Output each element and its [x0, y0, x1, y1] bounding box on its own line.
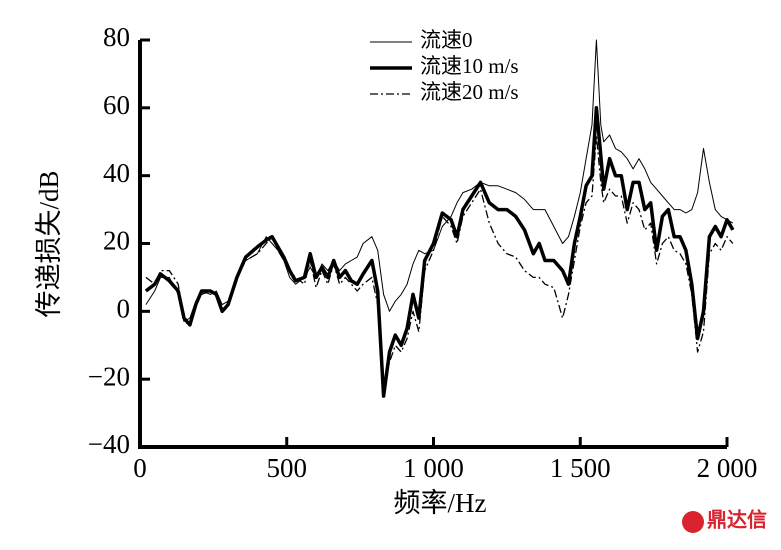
x-tick-label: 1 500 [550, 453, 611, 483]
x-tick-label: 500 [267, 453, 308, 483]
y-tick-label: 20 [103, 226, 130, 256]
x-tick-label: 0 [133, 453, 147, 483]
x-tick-label: 2 000 [697, 453, 758, 483]
x-axis-label: 频率/Hz [394, 488, 487, 518]
series-line [144, 106, 735, 398]
legend-label: 流速0 [420, 28, 473, 52]
legend-label: 流速10 m/s [420, 54, 519, 78]
y-axis-label: 传递损失/dB [34, 170, 64, 317]
y-tick-label: 0 [117, 294, 131, 324]
y-tick-label: 40 [103, 158, 130, 188]
y-tick-label: −40 [88, 429, 130, 459]
watermark-logo [682, 511, 704, 533]
watermark-text: 鼎达信 [707, 508, 767, 532]
y-tick-label: −20 [88, 361, 130, 391]
x-tick-label: 1 000 [403, 453, 464, 483]
legend-label: 流速20 m/s [420, 80, 519, 104]
y-tick-label: 80 [103, 22, 130, 52]
series-line [145, 134, 734, 387]
y-tick-label: 60 [103, 90, 130, 120]
watermark: 鼎达信 [682, 508, 767, 533]
